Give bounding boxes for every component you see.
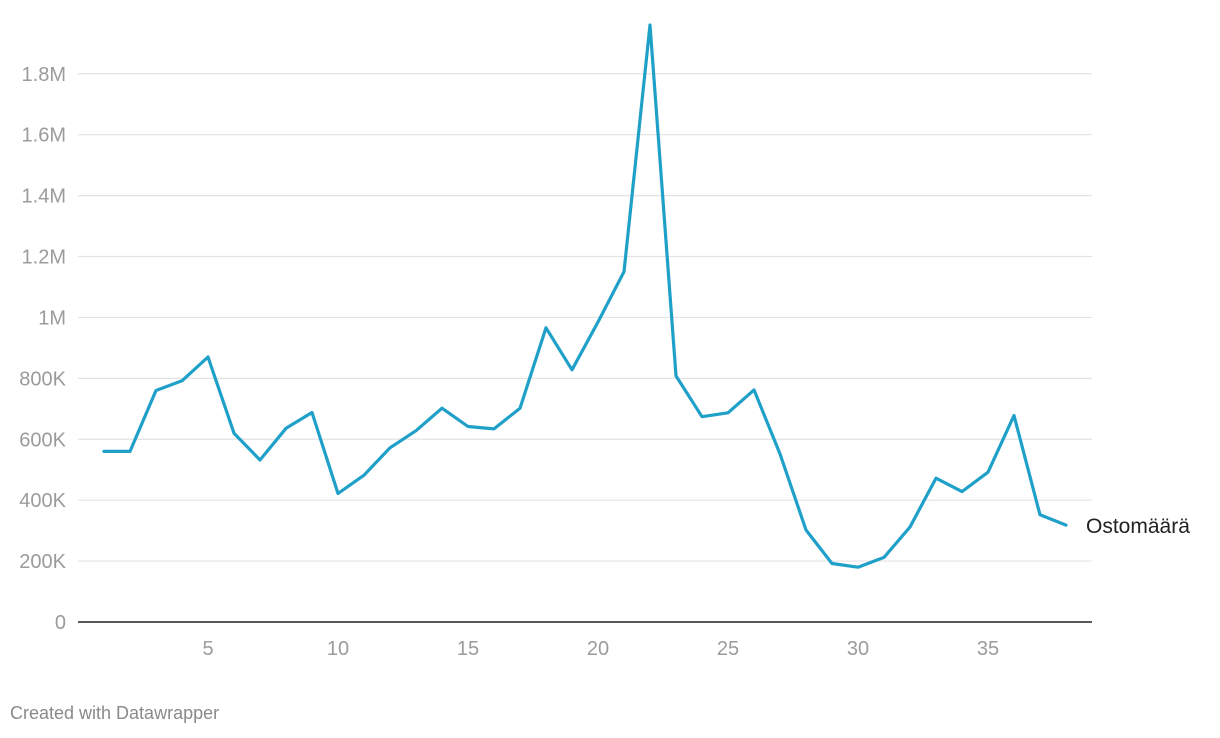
y-axis-ticks: 0 200K 400K 600K 800K 1M 1.2M 1.4M 1.6M 1.8M (19, 64, 66, 634)
series-label: Ostomäärä (1086, 515, 1190, 538)
x-tick-label: 20 (587, 638, 609, 660)
y-tick-label: 1.4M (22, 186, 66, 208)
x-tick-label: 30 (847, 638, 869, 660)
y-tick-label: 1M (38, 307, 66, 329)
x-tick-label: 15 (457, 638, 479, 660)
y-tick-label: 200K (19, 551, 66, 573)
x-tick-label: 5 (202, 638, 213, 660)
gridlines (78, 73, 1092, 623)
x-tick-label: 35 (977, 638, 999, 660)
series-group: Ostomäärä (102, 23, 1190, 569)
y-tick-label: 800K (19, 368, 66, 390)
y-tick-label: 600K (19, 429, 66, 451)
credit-text: Created with Datawrapper (10, 703, 220, 723)
y-tick-label: 0 (55, 612, 66, 634)
x-axis-ticks: 5 10 15 20 25 30 35 (202, 638, 999, 660)
y-tick-label: 400K (19, 490, 66, 512)
y-tick-label: 1.2M (22, 247, 66, 269)
y-tick-label: 1.6M (22, 125, 66, 147)
y-tick-label: 1.8M (22, 64, 66, 86)
series-line (102, 23, 1068, 569)
x-tick-label: 25 (717, 638, 739, 660)
x-tick-label: 10 (327, 638, 349, 660)
